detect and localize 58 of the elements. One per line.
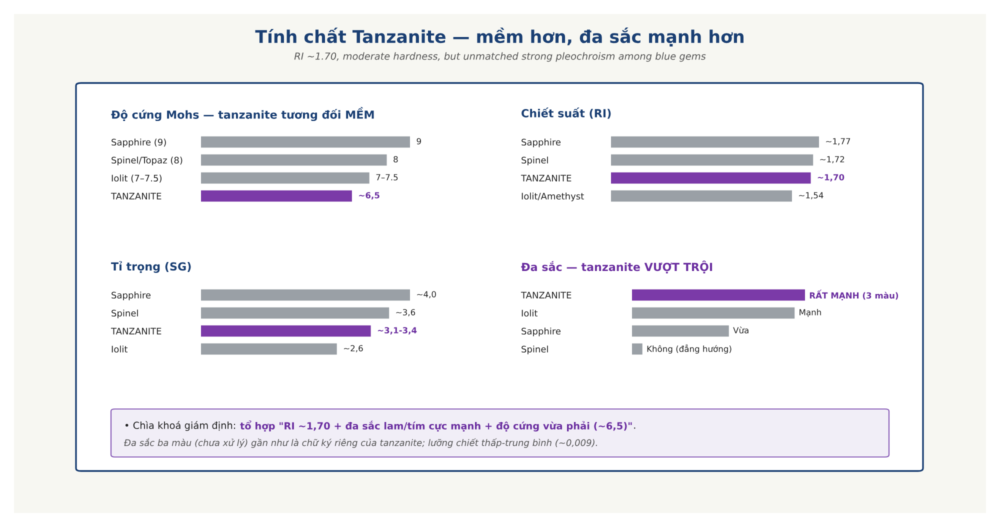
data-label: ~1,72: [820, 156, 844, 164]
chart-title: Đa sắc — tanzanite VƯỢT TRỘI: [521, 260, 712, 274]
data-label: ~4,0: [417, 291, 436, 298]
data-label: ~1,54: [799, 192, 824, 200]
annotation: RẤT MẠNH (3 màu): [810, 290, 898, 300]
y-tick-label: TANZANITE: [110, 192, 162, 200]
bar: [201, 307, 390, 319]
annotation: Không (đẳng hướng): [647, 344, 732, 354]
bar: [632, 343, 642, 355]
bar: [632, 325, 729, 337]
y-tick-label: Sapphire: [522, 138, 561, 148]
y-tick-label: Spinel: [112, 310, 138, 318]
bar: [611, 154, 814, 166]
text: .: [634, 427, 636, 429]
data-label: 7–7.5: [376, 174, 398, 180]
text: Đa sắc ba màu (chưa xử lý) gần như là chữ ký riêng của tanzanite; lưỡng chiết thấp-trung bình (~0,009).: [124, 438, 598, 448]
annotation: Vừa: [733, 326, 748, 334]
y-tick-label: Sapphire (9): [112, 138, 166, 148]
text: • Chìa khoá giám định:: [125, 421, 236, 431]
bar: [201, 154, 387, 166]
data-label: ~6,5: [359, 192, 380, 200]
data-label: ~3,6: [396, 309, 416, 316]
data-label: ~1,70: [818, 174, 844, 182]
bar: [201, 325, 371, 337]
y-tick-label: Spinel/Topaz (8): [112, 156, 182, 166]
data-label: 8: [394, 156, 398, 162]
bar: [611, 172, 811, 184]
chart-title: Tỉ trọng (SG): [111, 261, 191, 273]
text: tổ hợp "RI ~1,70 + đa sắc lam/tím cực mạnh + độ cứng vừa phải (~6,5)": [240, 420, 632, 432]
chart-title: Chiết suất (RI): [522, 108, 611, 119]
bar: [201, 190, 352, 202]
data-label: ~2,6: [344, 345, 363, 352]
y-tick-label: TANZANITE: [520, 174, 572, 182]
y-tick-label: Iolit (7–7.5): [112, 174, 162, 183]
bar: [632, 307, 795, 319]
y-tick-label: TANZANITE: [110, 328, 162, 334]
y-tick-label: Sapphire: [112, 292, 151, 300]
data-label: ~3,1-3,4: [378, 327, 417, 334]
data-label: ~1,77: [826, 138, 850, 146]
bar: [611, 190, 792, 202]
bar: [201, 289, 410, 301]
y-tick-label: Spinel: [522, 156, 548, 166]
data-label: 9: [416, 138, 421, 144]
bar: [632, 289, 805, 301]
bar: [611, 136, 819, 148]
text: RI ~1.70, moderate hardness, but unmatched strong pleochroism among blue gems: [294, 52, 706, 62]
bar: [201, 172, 370, 184]
annotation: Mạnh: [800, 308, 821, 317]
y-tick-label: Iolit: [112, 346, 128, 353]
bar: [201, 136, 410, 148]
y-tick-label: Sapphire: [522, 328, 561, 336]
text: Tính chất Tanzanite — mềm hơn, đa sắc mạnh hơn: [255, 27, 744, 47]
y-tick-label: Iolit: [522, 310, 538, 317]
y-tick-label: Iolit/Amethyst: [522, 192, 584, 202]
y-tick-label: TANZANITE: [520, 292, 572, 298]
y-tick-label: Spinel: [522, 346, 548, 354]
bar: [201, 343, 337, 355]
chart-title: Độ cứng Mohs — tanzanite tương đối MỀM: [111, 106, 374, 122]
